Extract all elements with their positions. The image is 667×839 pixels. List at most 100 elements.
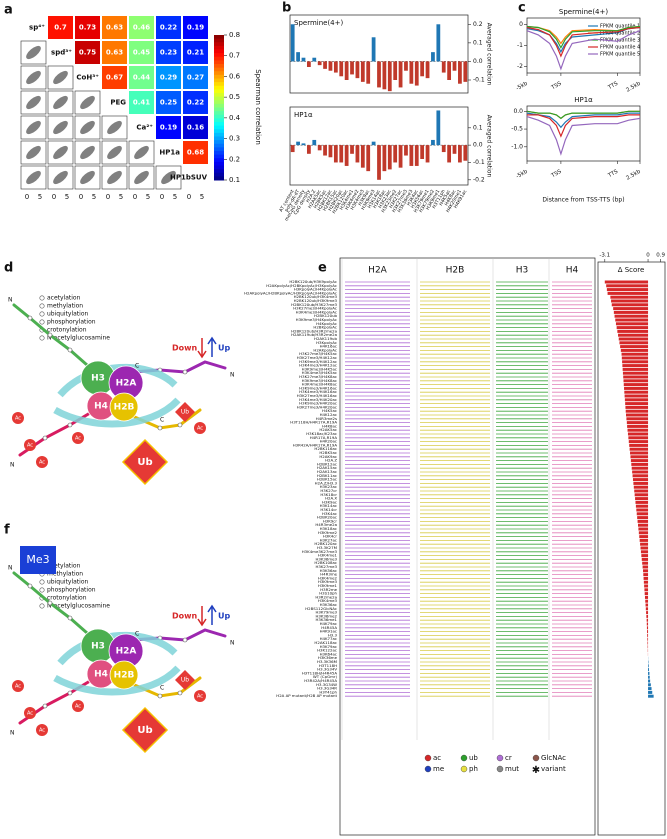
ub-large-label: Ub [137, 725, 152, 736]
x-tick-label: 0 [646, 253, 650, 259]
legend-label: acetylation [47, 563, 81, 570]
acetyl-label: Ac [39, 460, 45, 466]
row-label: H3K36me3 [315, 556, 337, 561]
colorbar-step [214, 45, 224, 50]
scatter-cloud [134, 145, 149, 160]
bar [382, 145, 387, 172]
row-label: H3K27me3/H4K20ac [297, 404, 337, 409]
bar [323, 61, 327, 69]
modification-site [67, 615, 73, 621]
plot-frame [289, 14, 469, 94]
y-tick-label: -0.1 [473, 77, 485, 84]
delta-bar [643, 580, 649, 584]
histone-label: H4 [94, 402, 108, 412]
legend-marker [460, 765, 468, 773]
bar [425, 145, 430, 163]
legend-label: methylation [47, 303, 83, 310]
x-tick-label: 0 [79, 193, 83, 201]
legend-marker [424, 765, 432, 773]
subplot-title: Spermine(4+) [559, 8, 609, 16]
delta-bar [641, 554, 649, 558]
colorbar-step [214, 140, 224, 145]
colorbar-step [214, 74, 224, 79]
correlation-cell [156, 116, 181, 139]
colorbar-step [214, 151, 224, 156]
delta-bar [622, 367, 649, 371]
bar [387, 145, 392, 170]
acetyl-label: Ac [75, 436, 81, 442]
row-label: H3K56ac [320, 568, 337, 573]
row-label: H2A.X [325, 496, 337, 501]
delta-bar [624, 398, 649, 402]
delta-bar [607, 291, 649, 295]
row-label: H3K36me1 [315, 617, 337, 622]
colorbar-tick-label: 0.7 [229, 52, 240, 60]
y-tick-label: -1.0 [511, 143, 523, 150]
modification-site [67, 422, 73, 428]
plot-frame [289, 106, 469, 186]
panel-label: b [282, 1, 291, 16]
column-header: H2A [368, 266, 387, 276]
bar [317, 61, 322, 66]
row-label: H2BK12ac [317, 461, 337, 466]
y-tick-label: 0.0 [473, 142, 483, 149]
row-label: H3K36me2 [315, 613, 337, 618]
x-tick-label: 0 [106, 193, 110, 201]
scatter-cloud [26, 95, 41, 110]
legend-label: crotonylation [47, 327, 87, 334]
delta-bar [634, 489, 649, 493]
acetyl-mark [36, 456, 48, 468]
scatter-cloud [80, 145, 95, 160]
correlation-value: 0.16 [187, 124, 204, 132]
delta-bar [627, 424, 649, 428]
delta-bar [640, 550, 649, 554]
row-label: WT (CpGmr) [313, 674, 338, 679]
variable-label: HP1bSUV [170, 174, 208, 182]
correlation-value: 0.22 [187, 99, 204, 107]
delta-bar [642, 565, 649, 569]
correlation-cell [183, 41, 208, 64]
histone-label: H3 [91, 642, 105, 652]
bar [371, 141, 376, 146]
correlation-cell [102, 41, 127, 64]
colorbar-tick-label: 0.6 [229, 72, 241, 80]
row-label: H3K27me3/H4KpolyAc [293, 306, 337, 311]
colorbar-step [214, 49, 224, 54]
delta-bar [632, 474, 649, 478]
delta-bar [648, 690, 653, 694]
bar [431, 52, 435, 62]
x-tick-label: 5 [173, 193, 177, 201]
row-label: H3.3K36M [317, 659, 337, 664]
bar [447, 145, 452, 163]
delta-bar [646, 611, 649, 615]
acetyl-label: Ac [15, 416, 21, 422]
row-label: H3R2me2a [315, 594, 337, 599]
colorbar-label: Spearman correlation [254, 69, 262, 145]
bar [344, 145, 349, 166]
delta-bar [635, 504, 649, 508]
correlation-value: 0.19 [187, 24, 204, 32]
legend-label: N-acetylglucosamine [47, 603, 110, 610]
histone-core [109, 660, 139, 690]
delta-bar [642, 561, 649, 565]
delta-bar [620, 345, 649, 349]
acetyl-label: Ac [15, 684, 21, 690]
bar [344, 61, 349, 80]
row-label: H3K18ac/K23ac [306, 431, 337, 436]
bar [355, 145, 360, 163]
bar [452, 61, 457, 71]
variable-label: HP1a [159, 149, 180, 157]
x-tick-label: 0 [25, 193, 29, 201]
delta-bar [606, 288, 649, 292]
bar [393, 61, 398, 80]
ub-mark [175, 670, 195, 690]
scatter-cloud [161, 170, 176, 185]
row-label: H3K79ac [320, 644, 337, 649]
colorbar-step [214, 71, 224, 76]
correlation-value: 0.21 [187, 49, 204, 57]
colorbar-tick-label: 0.2 [229, 155, 240, 163]
delta-bar [634, 493, 649, 497]
row-label: H4K77ac [320, 636, 337, 641]
line [527, 114, 640, 138]
legend-label: variant [541, 765, 566, 773]
